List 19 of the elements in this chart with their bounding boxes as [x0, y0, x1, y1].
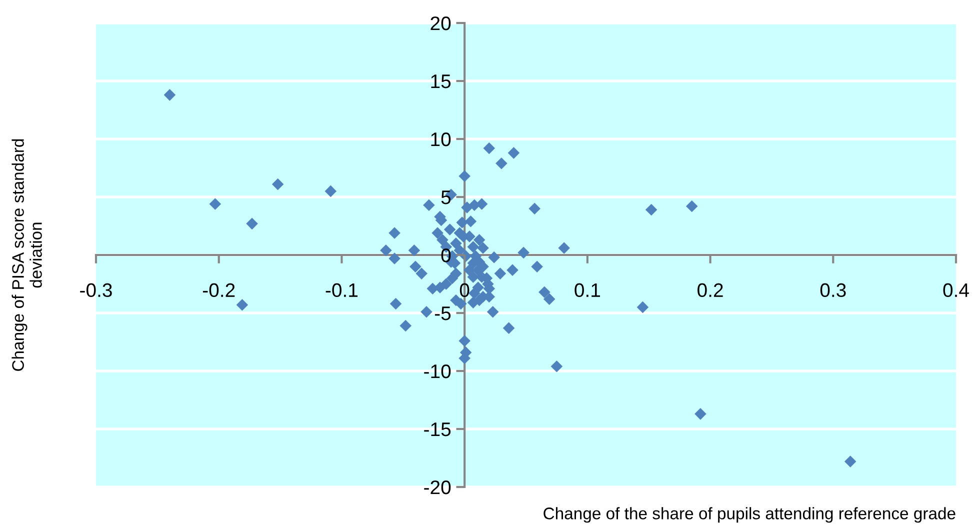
x-axis-title: Change of the share of pupils attending reference grade	[544, 507, 956, 523]
x-tick-label: -0.3	[80, 283, 112, 298]
x-tick-label: -0.1	[326, 283, 358, 298]
y-tick-label: 5	[441, 190, 451, 204]
x-tick-label: 0.4	[943, 283, 969, 298]
y-tick-label: 0	[441, 248, 451, 262]
y-tick-label: -15	[424, 422, 451, 436]
y-tick-label: -5	[434, 306, 451, 320]
x-tick-label: 0	[460, 283, 470, 298]
y-tick-label: 20	[430, 16, 451, 30]
y-axis-title: Change of PISA score standard deviation	[12, 139, 42, 371]
y-tick-label: 15	[431, 74, 451, 88]
x-tick-label: 0.1	[574, 283, 600, 298]
x-tick-label: -0.2	[202, 283, 235, 298]
x-tick-label: 0.3	[820, 283, 846, 298]
y-tick-label: -10	[424, 364, 451, 378]
y-tick-label: -20	[424, 480, 451, 494]
x-tick-label: 0.2	[698, 283, 723, 298]
y-tick-label: 10	[431, 132, 451, 146]
